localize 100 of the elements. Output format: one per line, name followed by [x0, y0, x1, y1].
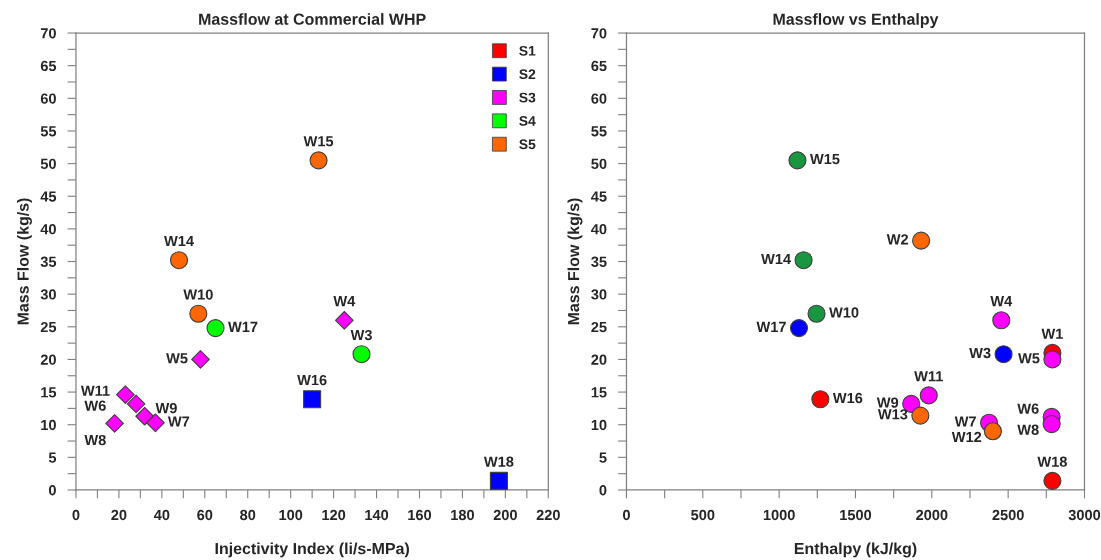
y-tick-label: 45: [40, 191, 57, 202]
point: [794, 251, 813, 270]
annotation: W10: [829, 307, 859, 318]
point: [126, 394, 146, 414]
y-tick-label: 20: [40, 354, 56, 365]
legend-label: S1: [519, 45, 536, 56]
y-tick-label: 40: [591, 223, 607, 235]
annotation: W16: [832, 392, 863, 404]
annotation: W4: [333, 296, 356, 307]
x-tick-label: 500: [691, 509, 715, 521]
annotation: W5: [1018, 353, 1040, 364]
chart-title: Massflow at Commercial WHP: [199, 13, 426, 25]
point: [807, 304, 826, 323]
x-tick-label: 0: [72, 509, 80, 521]
point: [135, 406, 155, 426]
y-tick-label: 15: [41, 387, 57, 398]
y-tick-label: 50: [591, 158, 607, 170]
point: [788, 151, 807, 170]
x-tick-label: 40: [153, 509, 170, 521]
point: [189, 304, 208, 323]
annotation: W5: [166, 353, 188, 364]
x-axis-title: Enthalpy (kJ/kg): [794, 542, 917, 558]
x-tick-label: 1500: [840, 509, 872, 521]
point: [994, 345, 1013, 364]
x-tick-label: 100: [279, 509, 303, 521]
y-tick-label: 35: [591, 256, 607, 267]
point: [489, 471, 508, 490]
point: [911, 406, 930, 425]
point: [912, 231, 931, 250]
y-tick-label: 65: [40, 60, 57, 72]
x-axis-title: Injectivity Index (li/s-MPa): [215, 542, 409, 558]
y-tick-label: 60: [591, 93, 607, 104]
chart-title: Massflow vs Enthalpy: [773, 13, 939, 29]
annotation: W17: [756, 321, 786, 332]
y-tick-label: 5: [599, 452, 607, 463]
y-tick-label: 25: [591, 321, 607, 333]
annotation: W12: [951, 431, 982, 442]
annotation: W1: [1041, 328, 1063, 339]
point: [105, 414, 124, 433]
y-tick-label: 35: [40, 256, 57, 267]
y-tick-label: 40: [40, 223, 56, 235]
annotation: W8: [84, 434, 106, 446]
y-tick-label: 10: [41, 419, 56, 431]
y-tick-label: 70: [591, 28, 607, 39]
annotation: W9: [155, 402, 177, 414]
annotation: W9: [876, 397, 899, 408]
point: [116, 385, 135, 405]
x-tick-label: 0: [622, 509, 630, 521]
x-tick-label: 1000: [763, 509, 795, 521]
y-tick-label: 30: [591, 289, 607, 300]
y-tick-label: 25: [40, 321, 57, 333]
annotation: W7: [167, 416, 190, 427]
y-tick-label: 55: [40, 126, 57, 137]
annotation: W18: [483, 456, 514, 467]
annotation: W3: [350, 329, 372, 341]
x-tick-label: 2500: [992, 509, 1024, 521]
point: [169, 251, 189, 270]
y-tick-label: 55: [591, 126, 607, 137]
annotation: W6: [84, 400, 106, 411]
y-tick-label: 10: [591, 419, 607, 431]
x-tick-label: 120: [322, 509, 346, 521]
point: [334, 310, 354, 330]
annotation: W14: [761, 253, 791, 264]
x-tick-label: 3000: [1068, 509, 1101, 521]
annotation: W7: [954, 416, 976, 427]
y-tick-label: 65: [591, 60, 607, 72]
annotation: W18: [1037, 456, 1067, 467]
annotation: W11: [80, 385, 110, 396]
point: [1043, 471, 1062, 490]
point: [206, 319, 225, 338]
x-tick-label: 20: [111, 509, 127, 521]
point: [352, 345, 371, 364]
annotation: W10: [183, 289, 213, 300]
y-tick-label: 15: [591, 387, 607, 398]
y-tick-label: 0: [48, 485, 56, 496]
x-tick-label: 200: [493, 509, 517, 521]
point: [983, 422, 1002, 441]
legend-label: S3: [519, 92, 536, 103]
y-tick-label: 50: [40, 158, 56, 170]
y-tick-label: 70: [40, 28, 56, 39]
point: [992, 311, 1011, 330]
y-tick-label: 5: [48, 452, 57, 463]
point: [191, 350, 210, 369]
x-tick-label: 80: [240, 509, 256, 521]
annotation: W8: [1017, 424, 1039, 435]
legend-label: S5: [519, 139, 536, 150]
y-tick-label: 20: [591, 354, 607, 365]
point: [789, 319, 809, 338]
y-axis-title: Mass Flow (kg/s): [17, 198, 32, 325]
y-tick-label: 60: [40, 93, 56, 104]
y-tick-label: 0: [599, 485, 607, 496]
point: [146, 413, 165, 433]
point: [1043, 350, 1062, 369]
x-tick-label: 140: [365, 509, 389, 521]
y-tick-label: 45: [591, 191, 607, 202]
x-tick-label: 2000: [916, 509, 948, 521]
annotation: W3: [969, 347, 991, 359]
annotation: W11: [914, 371, 943, 382]
x-tick-label: 160: [408, 509, 432, 521]
annotation: W2: [886, 234, 909, 245]
